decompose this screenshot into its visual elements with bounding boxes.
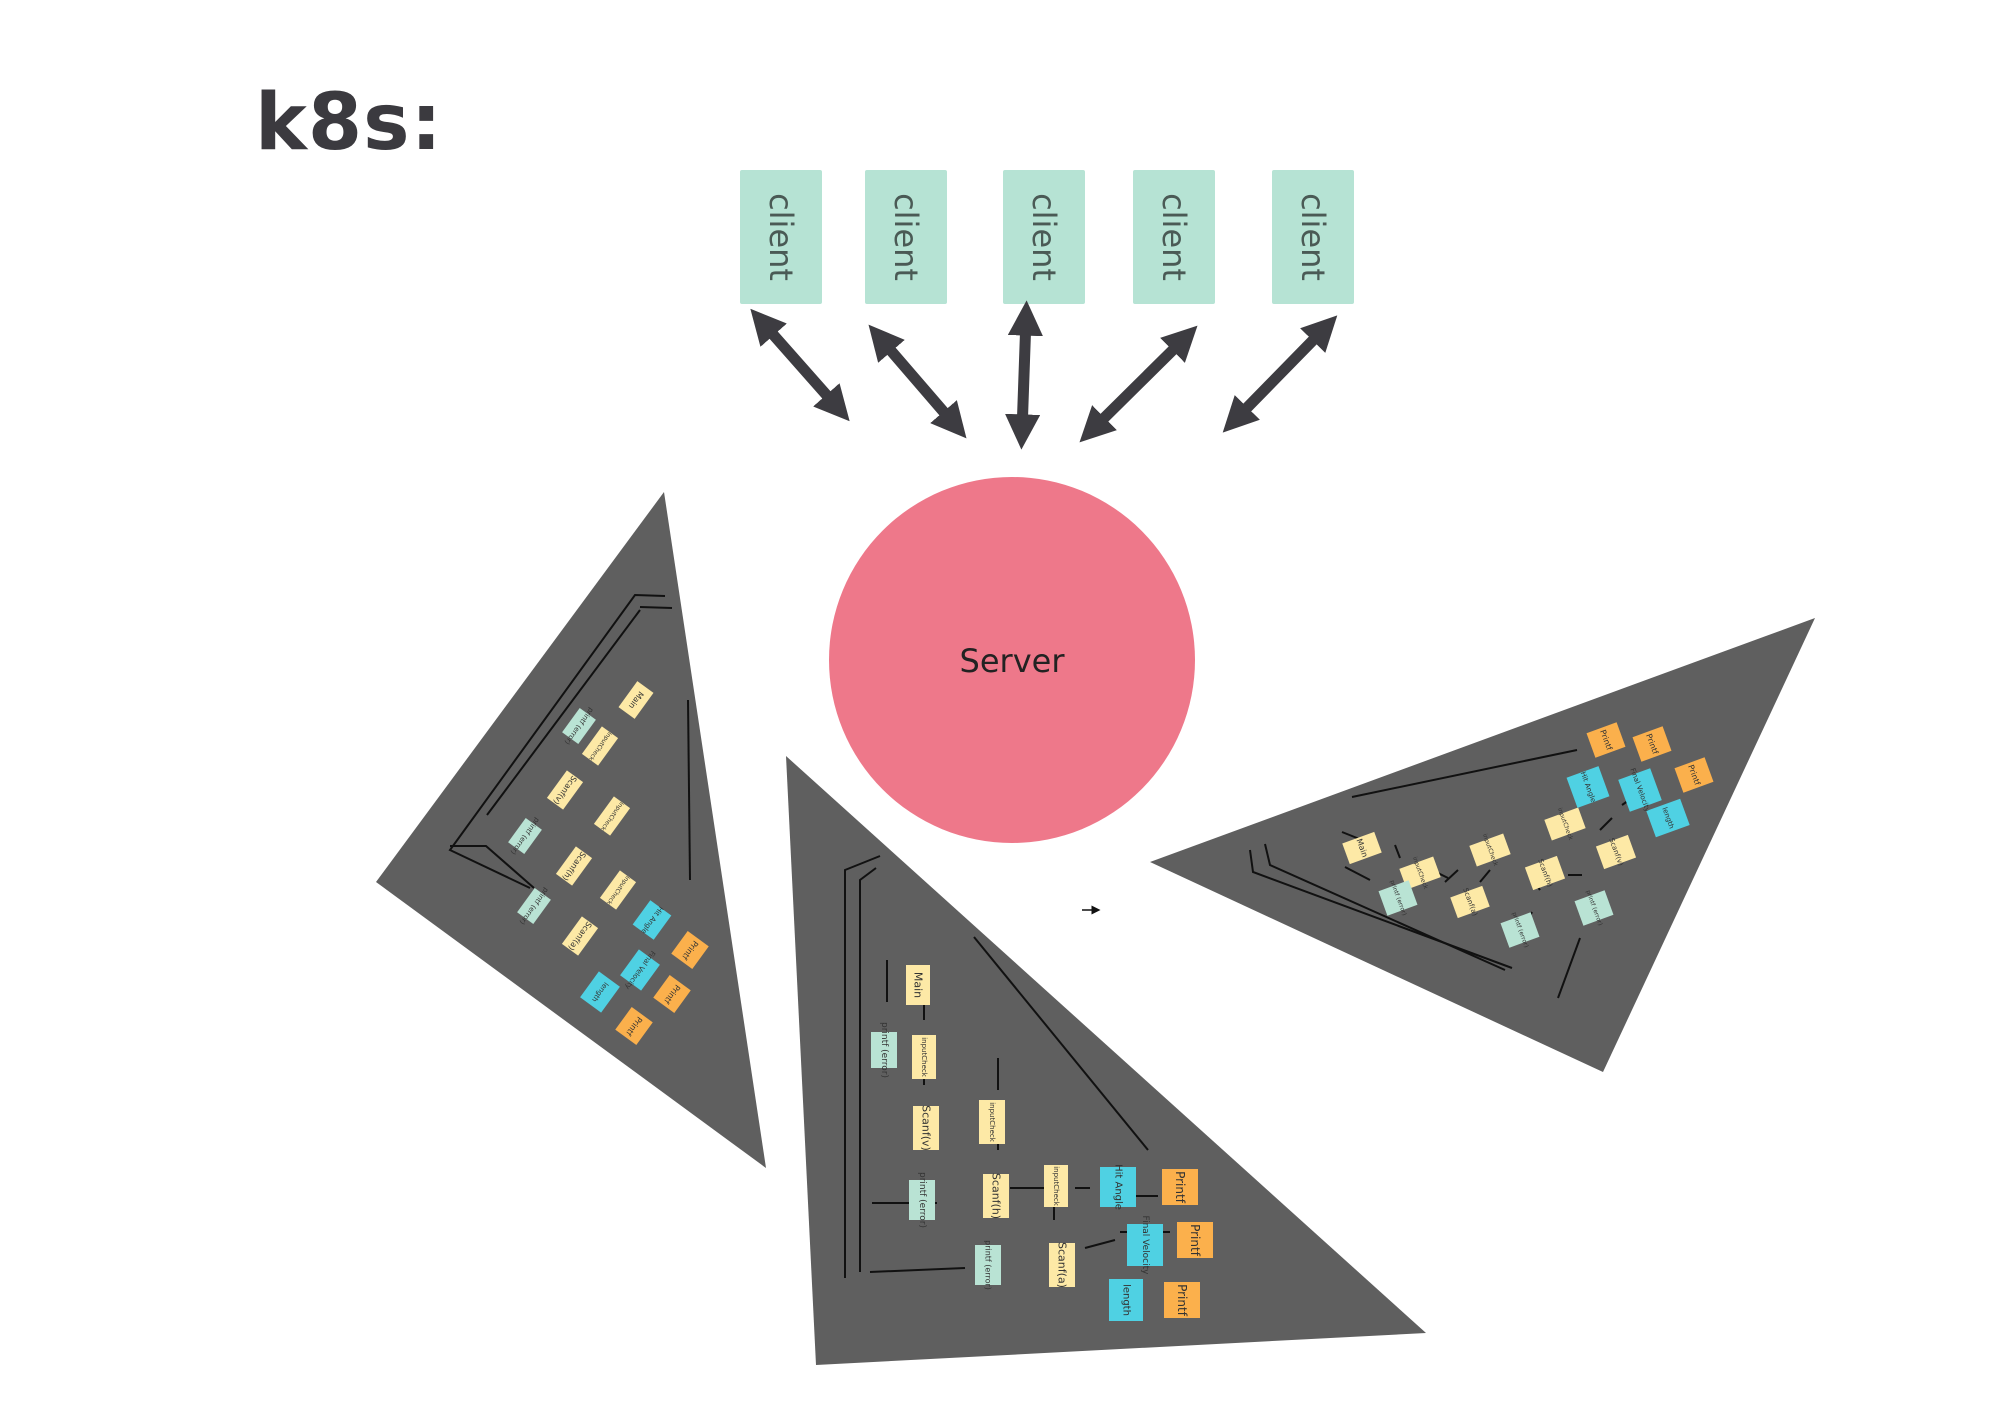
input-check-node: inputCheck	[1399, 856, 1441, 891]
final-velocity-label: Final Velocity	[1140, 1216, 1150, 1276]
print-error-node: printf (error)	[975, 1240, 1001, 1290]
input-check-node: inputCheck	[1544, 807, 1586, 842]
input-check-node: inputCheck	[1044, 1165, 1068, 1207]
input-check-label: inputCheck	[920, 1037, 928, 1077]
scanf-v-label: Scanf(v)	[920, 1105, 933, 1151]
main-node: Main	[618, 681, 654, 719]
final-velocity-node: Final Velocity	[1618, 767, 1662, 813]
hit-angle-node: Hit Angle	[632, 900, 672, 940]
server-node[interactable]: Server	[829, 477, 1195, 843]
print-error-node: printf (error)	[909, 1172, 935, 1228]
printf-node: Printf	[615, 1007, 653, 1045]
input-check-label: inputCheck	[988, 1102, 996, 1142]
print-error-node: printf (error)	[1378, 879, 1418, 917]
client-box[interactable]: client	[740, 170, 822, 304]
hit-angle-node: Hit Angle	[1100, 1164, 1136, 1210]
client-label: client	[762, 193, 800, 281]
scanf-h-label: Scanf(h)	[990, 1173, 1003, 1219]
printf-node: Printf	[1632, 726, 1672, 762]
input-check-label: inputCheck	[1052, 1166, 1060, 1206]
client-label: client	[1294, 193, 1332, 281]
print-error-label: printf (error)	[984, 1240, 993, 1290]
hit-angle-node: Hit Angle	[1566, 766, 1610, 808]
length-node: length	[1646, 798, 1690, 838]
print-error-node: printf (error)	[1500, 911, 1540, 949]
scanf-a-node: Scanf(a)	[1049, 1242, 1075, 1288]
client-box[interactable]: client	[1003, 170, 1085, 304]
scanf-h-node: Scanf(h)	[1524, 855, 1566, 891]
client-box[interactable]: client	[1133, 170, 1215, 304]
print-error-node: printf (error)	[1574, 889, 1614, 927]
printf-node: Printf	[1586, 722, 1626, 758]
scanf-v-node: Scanf(v)	[1595, 834, 1637, 870]
client-box[interactable]: client	[1272, 170, 1354, 304]
scanf-a-node: Scanf(a)	[1450, 885, 1490, 919]
scanf-h-node: Scanf(h)	[983, 1173, 1009, 1219]
printf-node: Printf	[1674, 757, 1714, 793]
input-check-node: inputCheck	[1469, 833, 1511, 868]
length-node: length	[1109, 1279, 1143, 1321]
final-velocity-node: Final Velocity	[1127, 1216, 1163, 1276]
main-node: Main	[1342, 831, 1382, 865]
input-check-node: inputCheck	[912, 1035, 936, 1079]
printf-label: Printf	[1173, 1171, 1187, 1204]
print-error-label: printf (error)	[917, 1172, 927, 1228]
bidirectional-arrow	[868, 324, 967, 439]
main-label: Main	[912, 972, 925, 998]
server-label: Server	[960, 642, 1066, 680]
bidirectional-arrow	[1079, 325, 1198, 443]
pod-panel-center: Main printf (error) inputCheck Scanf(v) inpu…	[786, 756, 1426, 1365]
printf-label: Printf	[1175, 1284, 1189, 1317]
bidirectional-arrow	[1005, 300, 1043, 450]
printf-node: Printf	[653, 975, 691, 1013]
client-box[interactable]: client	[865, 170, 947, 304]
bidirectional-arrow	[750, 308, 850, 422]
main-node: Main	[906, 965, 930, 1005]
printf-node: Printf	[1164, 1282, 1200, 1318]
client-row: client client client client client	[740, 170, 1354, 304]
printf-node: Printf	[1162, 1169, 1198, 1205]
print-error-node: printf (error)	[871, 1022, 897, 1078]
input-check-node: inputCheck	[979, 1100, 1005, 1144]
scanf-a-label: Scanf(a)	[1056, 1242, 1069, 1288]
printf-node: Printf	[671, 931, 709, 969]
client-label: client	[1155, 193, 1193, 281]
hit-angle-label: Hit Angle	[1113, 1164, 1124, 1210]
page-title: k8s:	[255, 78, 443, 168]
printf-label: Printf	[1188, 1224, 1202, 1257]
print-error-label: printf (error)	[879, 1022, 889, 1078]
client-label: client	[887, 193, 925, 281]
bidirectional-arrow	[1222, 315, 1338, 433]
scanf-v-node: Scanf(v)	[913, 1105, 939, 1151]
length-label: length	[1121, 1284, 1132, 1316]
printf-node: Printf	[1177, 1222, 1213, 1258]
length-node: length	[580, 971, 620, 1013]
client-label: client	[1025, 193, 1063, 281]
